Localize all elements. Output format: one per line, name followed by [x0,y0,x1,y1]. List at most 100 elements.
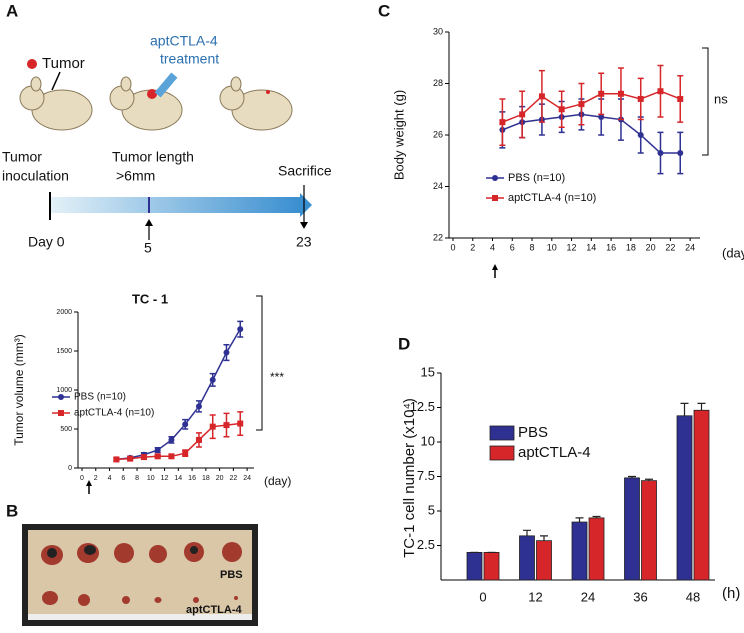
marker [598,90,605,97]
legend-marker [492,195,498,201]
tumor-label: Tumor [42,55,85,72]
x-tick-label: 2 [470,242,475,252]
marker [657,88,664,95]
x-tick-label: 10 [147,475,155,482]
marker [578,101,585,108]
timeline-pointer [300,222,308,229]
step-label: Tumor length [112,149,194,165]
legend-label: PBS (n=10) [508,172,565,184]
bar [641,480,657,581]
annotation: *** [270,370,284,384]
bar [676,415,693,581]
photo-label: aptCTLA-4 [186,604,242,616]
significance-bracket [702,47,709,156]
legend-swatch [489,445,515,461]
bar [693,409,710,581]
y-axis-label: TC-1 cell number (x10⁴) [401,398,418,558]
y-tick-label: 1000 [56,387,72,394]
y-tick-label: 26 [433,129,443,139]
legend-label: PBS (n=10) [74,392,126,403]
x-tick-label: 20 [646,242,656,252]
x-tick-label: 10 [547,242,557,252]
marker [677,150,684,157]
x-tick-label: 24 [685,242,695,252]
panel-label: B [6,501,18,520]
marker [127,455,134,462]
bar [483,552,500,581]
marker [637,132,644,138]
legend-swatch [489,425,515,441]
y-tick-label: 0 [68,465,72,472]
x-tick-label: 12 [161,475,169,482]
error-bar [697,402,706,411]
legend-label: PBS [518,424,548,441]
y-tick-label: 7.5 [417,468,435,483]
tumor-icon [147,89,157,99]
y-tick-label: 5 [428,502,435,517]
panel-label: D [398,334,410,353]
timeline-pointer [145,219,153,226]
y-tick-label: 12.5 [410,399,435,414]
tumor-icon [266,90,270,94]
x-axis-label: (day) [264,474,291,488]
bar [466,552,483,581]
x-tick-label: 8 [530,242,535,252]
marker [558,106,565,113]
mice [19,76,293,131]
x-tick-label: 22 [229,475,237,482]
x-tick-label: 12 [528,589,542,604]
y-axis-label: Tumor volume (mm³) [12,334,26,446]
marker [182,450,189,457]
marker [209,423,216,430]
x-tick-label: 48 [686,589,700,604]
marker [519,111,526,118]
marker [657,150,664,157]
y-axis-label: Body weight (g) [391,90,406,180]
error-bar [523,529,531,536]
y-tick-label: 2000 [56,309,72,316]
series-line [116,328,241,461]
x-tick-label: 6 [510,242,515,252]
marker [237,326,244,333]
marker [154,447,161,454]
x-tick-label: 16 [606,242,616,252]
marker [209,376,216,383]
marker [637,95,644,102]
marker [195,436,202,443]
marker [113,456,120,463]
marker [168,436,175,443]
x-tick-label: 2 [94,475,98,482]
panel-label: A [6,1,18,20]
y-tick-label: 2.5 [417,537,435,552]
x-tick-label: 14 [174,475,182,482]
bar [519,535,535,581]
marker [223,422,230,429]
error-bar [592,515,601,518]
x-axis-label: (h) [722,585,740,602]
y-tick-label: 500 [60,426,72,433]
legend-marker [492,175,498,181]
bar [624,477,640,581]
marker [154,453,161,460]
annotation: ns [714,91,728,106]
x-tick-label: 14 [586,242,596,252]
x-tick-label: 24 [581,589,595,604]
x-tick-label: 24 [243,475,251,482]
significance-bracket [256,295,263,431]
y-tick-label: 10 [421,433,435,448]
marker [182,421,189,428]
x-tick-label: 12 [567,242,577,252]
x-tick-label: 18 [202,475,210,482]
day-label: Day 0 [28,234,65,250]
chart-title: TC - 1 [132,291,168,306]
treatment-label: treatment [160,51,219,67]
x-tick-label: 4 [108,475,112,482]
photo [22,524,258,626]
series-line [502,90,681,123]
error-bar [575,517,584,523]
step-label: Tumor [2,149,42,165]
syringe [154,72,178,98]
series-line [116,422,241,461]
x-tick-label: 18 [626,242,636,252]
day-arrow [492,264,498,270]
